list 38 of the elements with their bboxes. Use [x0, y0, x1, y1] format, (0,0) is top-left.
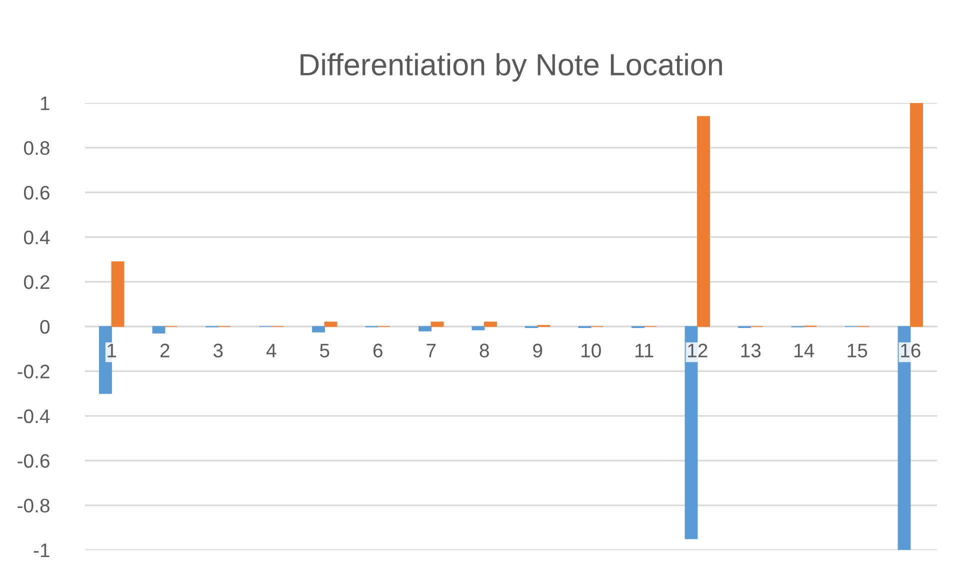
x-tick-label: 9 — [533, 344, 542, 358]
x-tick-label: 1 — [108, 344, 116, 358]
y-tick-label: -0.2 — [18, 364, 50, 378]
x-tick-label: 12 — [688, 344, 708, 358]
x-tick-label: 10 — [582, 344, 601, 358]
bar — [418, 326, 432, 332]
bar — [430, 322, 444, 327]
y-tick-label: 0.4 — [24, 230, 50, 244]
x-tick-label: 15 — [848, 344, 868, 358]
y-tick-label: 0.2 — [24, 275, 50, 290]
bar — [484, 322, 497, 327]
x-tick-label: 2 — [160, 344, 170, 358]
bar — [111, 261, 124, 327]
y-tick-label: 0.6 — [24, 186, 50, 200]
x-tick-label: 7 — [426, 344, 436, 358]
y-tick-label: -1 — [34, 544, 50, 558]
y-tick-label: -0.4 — [18, 409, 50, 424]
x-tick-label: 6 — [373, 344, 382, 358]
chart-title: Differentiation by Note Location — [300, 53, 722, 82]
y-tick-label: -0.6 — [18, 454, 50, 468]
x-tick-label: 14 — [794, 344, 814, 358]
bar — [472, 326, 485, 330]
x-tick-label: 4 — [266, 344, 276, 358]
bar — [152, 326, 166, 334]
bar — [324, 322, 338, 327]
x-tick-label: 16 — [901, 344, 920, 358]
x-tick-label: 11 — [636, 344, 654, 358]
bar — [697, 116, 710, 327]
x-tick-label: 5 — [320, 344, 330, 358]
bar — [312, 326, 325, 332]
bar — [910, 103, 923, 327]
x-tick-label: 8 — [480, 344, 489, 358]
y-tick-label: 0 — [40, 320, 50, 334]
y-tick-label: 0.8 — [24, 141, 50, 155]
y-tick-label: 1 — [40, 96, 50, 110]
x-tick-label: 3 — [213, 344, 223, 358]
x-tick-label: 13 — [741, 344, 761, 358]
y-tick-label: -0.8 — [18, 498, 50, 513]
